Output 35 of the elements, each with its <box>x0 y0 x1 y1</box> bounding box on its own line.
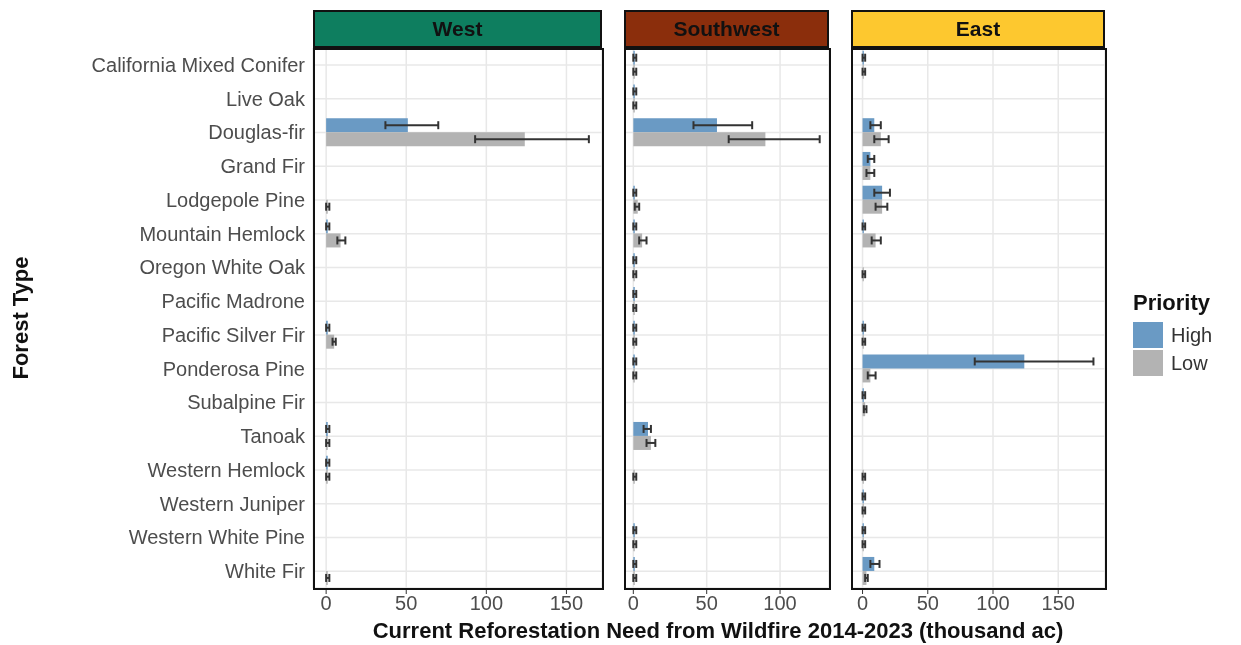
x-tick-label: 0 <box>627 592 639 615</box>
x-tick-label: 0 <box>856 592 869 615</box>
x-tick-label: 100 <box>469 592 504 615</box>
y-tick-label: Tanoak <box>240 425 306 448</box>
y-tick-label: Pacific Madrone <box>161 290 305 313</box>
x-tick-label: 50 <box>395 592 418 615</box>
legend-label: High <box>1171 323 1213 347</box>
y-tick-label: Western Juniper <box>159 492 306 515</box>
chart-title: West <box>432 17 483 41</box>
y-tick-label: Oregon White Oak <box>139 256 306 279</box>
y-tick-label: White Fir <box>225 560 306 583</box>
y-tick-label: California Mixed Conifer <box>91 53 306 76</box>
x-tick-label: 50 <box>916 592 939 615</box>
y-tick-label: Mountain Hemlock <box>139 222 306 245</box>
chart-title: Southwest <box>673 17 780 41</box>
y-tick-label: Subalpine Fir <box>187 391 306 414</box>
x-axis-title: Current Reforestation Need from Wildfire 2014-2023 (thousand ac) <box>371 618 1065 644</box>
y-axis-title: Forest Type <box>7 256 33 380</box>
y-tick-label: Pacific Silver Fir <box>161 323 306 346</box>
legend-title: Priority <box>1133 290 1212 316</box>
y-tick-label: Western Hemlock <box>147 458 306 481</box>
x-tick-label: 0 <box>320 592 332 615</box>
chart-title: East <box>955 17 1001 41</box>
x-tick-label: 100 <box>976 592 1010 615</box>
y-tick-label: Live Oak <box>226 87 306 110</box>
y-tick-label: Lodgepole Pine <box>165 188 305 211</box>
x-tick-label: 150 <box>1041 592 1075 615</box>
x-tick-label: 100 <box>763 592 797 615</box>
legend-label: Low <box>1171 351 1208 375</box>
y-tick-label: Grand Fir <box>220 155 306 178</box>
x-tick-label: 150 <box>549 592 584 615</box>
y-tick-label: Douglas-fir <box>208 121 306 144</box>
x-tick-label: 50 <box>695 592 718 615</box>
y-tick-label: Western White Pine <box>128 526 305 549</box>
y-tick-label: Ponderosa Pine <box>162 357 305 380</box>
